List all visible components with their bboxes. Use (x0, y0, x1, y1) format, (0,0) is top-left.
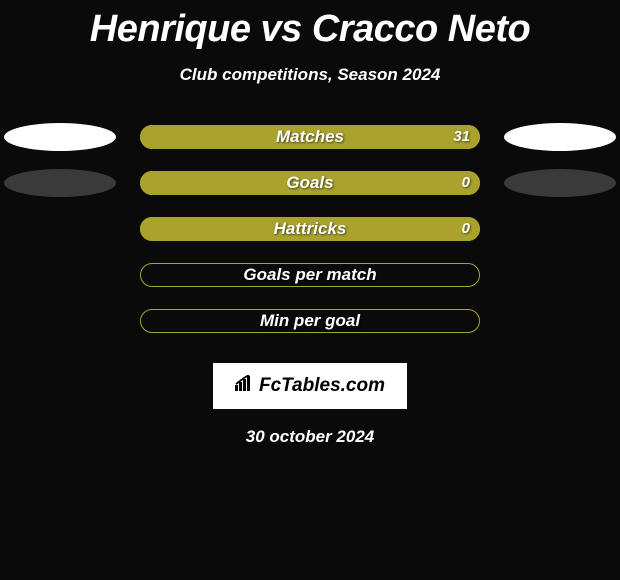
stat-label: Min per goal (140, 309, 480, 333)
right-ellipse (504, 169, 616, 197)
right-ellipse (504, 123, 616, 151)
left-ellipse (4, 123, 116, 151)
stat-row: Hattricks0 (0, 217, 620, 263)
page-title: Henrique vs Cracco Neto (0, 0, 620, 51)
stat-row: Goals per match (0, 263, 620, 309)
stat-label: Hattricks (140, 217, 480, 241)
stat-row: Goals0 (0, 171, 620, 217)
chart-icon (235, 375, 255, 397)
stat-value: 0 (462, 217, 470, 241)
stat-bar: Goals per match (140, 263, 480, 287)
stat-value: 31 (453, 125, 470, 149)
stat-label: Matches (140, 125, 480, 149)
stat-row: Min per goal (0, 309, 620, 355)
page-subtitle: Club competitions, Season 2024 (0, 65, 620, 85)
date-label: 30 october 2024 (0, 427, 620, 447)
comparison-card: Henrique vs Cracco Neto Club competition… (0, 0, 620, 447)
stat-label: Goals per match (140, 263, 480, 287)
stat-bar: Matches31 (140, 125, 480, 149)
brand-badge[interactable]: FcTables.com (213, 363, 407, 409)
stat-row: Matches31 (0, 125, 620, 171)
stat-rows: Matches31Goals0Hattricks0Goals per match… (0, 125, 620, 355)
stat-bar: Min per goal (140, 309, 480, 333)
stat-value: 0 (462, 171, 470, 195)
stat-bar: Hattricks0 (140, 217, 480, 241)
brand-text: FcTables.com (259, 375, 385, 396)
stat-label: Goals (140, 171, 480, 195)
stat-bar: Goals0 (140, 171, 480, 195)
left-ellipse (4, 169, 116, 197)
